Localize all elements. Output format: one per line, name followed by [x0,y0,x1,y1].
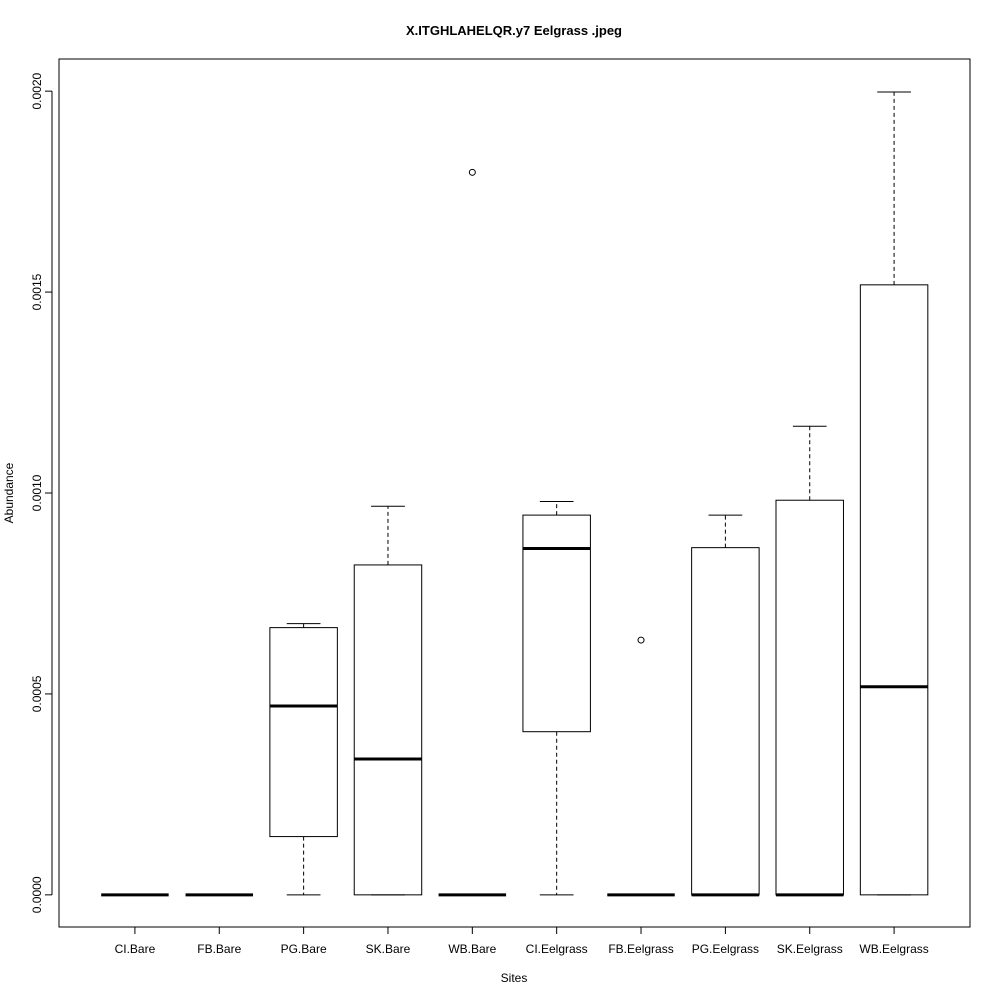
plot-frame [58,58,971,928]
x-tick-label: CI.Eelgrass [526,942,588,956]
x-tick-label: SK.Bare [366,942,411,956]
boxes [101,91,929,897]
x-tick-label: WB.Eelgrass [859,942,928,956]
box-rect [859,284,929,896]
y-tick-label: 0.0010 [30,474,44,511]
y-tick-label: 0.0000 [30,876,44,913]
y-axis: 0.0000 0.0005 0.0010 0.0015 0.0020 [30,72,53,913]
box-CI.Eelgrass [522,500,591,896]
y-axis-label: Abundance [2,462,16,523]
box-PG.Eelgrass [691,514,760,897]
x-tick-label: FB.Bare [197,942,241,956]
box-rect [522,514,591,733]
x-tick-label: PG.Bare [281,942,327,956]
box-rect [353,564,423,896]
x-tick-label: PG.Eelgrass [692,942,759,956]
x-tick-label: FB.Eelgrass [608,942,673,956]
x-tick-label: WB.Bare [448,942,496,956]
box-WB.Eelgrass [859,91,929,896]
chart-title: X.ITGHLAHELQR.y7 Eelgrass .jpeg [406,23,622,38]
box-rect [691,547,760,896]
x-tick-label: SK.Eelgrass [777,942,843,956]
box-SK.Eelgrass [775,425,844,897]
y-tick-label: 0.0015 [30,273,44,310]
box-SK.Bare [353,505,423,896]
outlier-point [637,636,645,644]
box-rect [775,499,844,896]
x-axis: CI.Bare FB.Bare PG.Bare SK.Bare WB.Bare CI.Ee… [115,926,929,956]
box-WB.Bare [438,168,507,897]
box-PG.Bare [269,623,338,896]
y-tick-label: 0.0020 [30,72,44,109]
x-axis-label: Sites [501,971,528,985]
x-tick-label: CI.Bare [115,942,156,956]
outlier-point [468,168,476,176]
y-tick-label: 0.0005 [30,675,44,712]
box-rect [269,627,338,838]
box-FB.Eelgrass [607,636,675,897]
